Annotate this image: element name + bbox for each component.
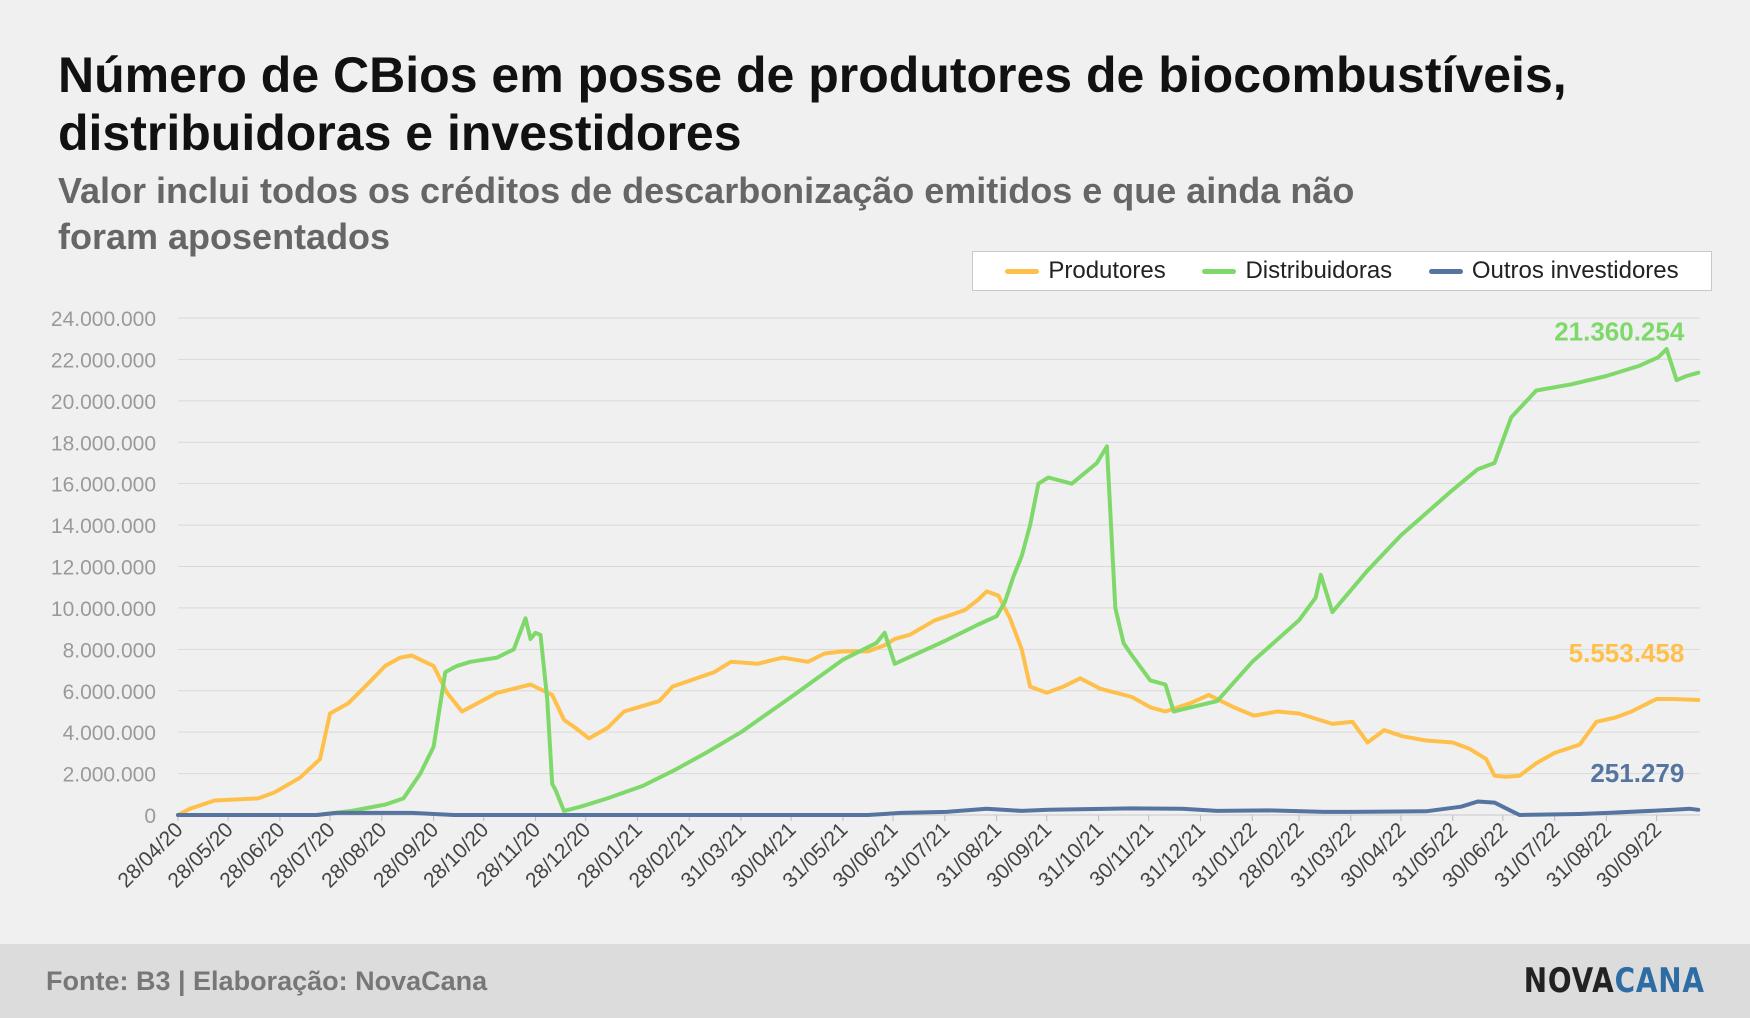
series-line-distribuidoras: [176, 347, 1701, 817]
data-label-distribuidoras: 21.360.254: [1554, 317, 1685, 347]
legend-label-distribuidoras: Distribuidoras: [1245, 257, 1393, 284]
legend-swatch-produtores: [1005, 268, 1040, 274]
y-tick-label: 2.000.000: [63, 764, 156, 787]
y-tick-label: 6.000.000: [63, 681, 156, 704]
legend-swatch-distribuidoras: [1202, 268, 1237, 274]
legend-label-outros-investidores: Outros investidores: [1471, 257, 1679, 284]
legend-swatch-outros-investidores: [1428, 268, 1463, 274]
novacana-logo: NOVACANA: [1524, 961, 1705, 1001]
y-tick-label: 12.000.000: [51, 557, 156, 580]
y-axis-tick-labels: 0 2.000.000 4.000.000 6.000.000 8.000.000 10.…: [51, 308, 156, 828]
series-line-produtores: [176, 589, 1701, 817]
y-tick-label: 14.000.000: [51, 515, 156, 538]
legend-item-distribuidoras[interactable]: Distribuidoras: [1202, 257, 1392, 285]
y-tick-label: 22.000.000: [51, 349, 156, 372]
legend-item-produtores[interactable]: Produtores: [1005, 257, 1166, 285]
series-line-outros-investidores: [176, 799, 1701, 817]
y-tick-label: 18.000.000: [51, 432, 156, 455]
chart-legend: Produtores Distribuidoras Outros investi…: [972, 251, 1712, 291]
chart-title: Número de CBios em posse de produtores d…: [58, 47, 1567, 161]
logo-text-nova: NOVA: [1523, 961, 1615, 1001]
data-label-outros-investidores: 251.279: [1590, 758, 1684, 788]
y-tick-label: 24.000.000: [51, 308, 156, 331]
y-tick-label: 8.000.000: [63, 639, 156, 662]
y-tick-label: 20.000.000: [51, 391, 156, 414]
footer: Fonte: B3 | Elaboração: NovaCana NOVACAN…: [0, 944, 1750, 1018]
data-labels: 5.553.458 21.360.254 251.279: [1554, 317, 1685, 788]
source-credit: Fonte: B3 | Elaboração: NovaCana: [46, 966, 488, 996]
legend-label-produtores: Produtores: [1048, 257, 1166, 284]
y-tick-label: 16.000.000: [51, 474, 156, 497]
gridlines: [178, 317, 1700, 775]
y-tick-label: 4.000.000: [63, 722, 156, 745]
data-label-produtores: 5.553.458: [1569, 638, 1685, 668]
x-axis-tick-labels: 28/04/2028/05/2028/06/2028/07/2028/08/20…: [113, 814, 1700, 892]
logo-text-cana: CANA: [1614, 961, 1705, 1001]
chart-subtitle: Valor inclui todos os créditos de descar…: [58, 170, 1355, 257]
line-chart: 0 2.000.000 4.000.000 6.000.000 8.000.000 10.…: [51, 308, 1701, 892]
y-tick-label: 10.000.000: [51, 598, 156, 621]
y-tick-label: 0: [144, 805, 156, 828]
legend-item-outros-investidores[interactable]: Outros investidores: [1428, 257, 1679, 285]
series-lines: [176, 347, 1701, 817]
